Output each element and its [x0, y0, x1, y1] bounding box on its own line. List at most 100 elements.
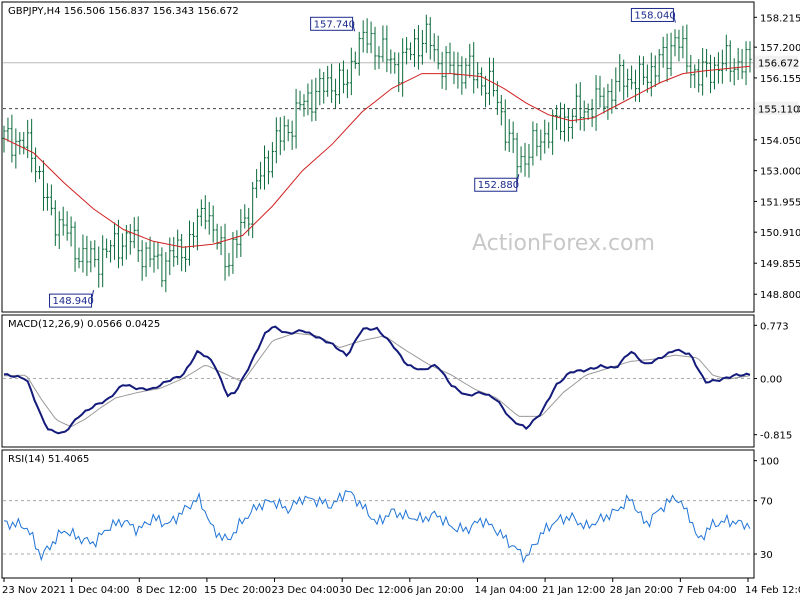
ohlc-bar: [558, 102, 563, 140]
macd-main-line: [3, 325, 751, 435]
ohlc-bar: [45, 183, 50, 211]
ohlc-bar: [716, 52, 721, 84]
macd-panel: [1, 314, 755, 448]
ohlc-bar: [108, 240, 113, 263]
ohlc-bar: [349, 47, 353, 96]
ohlc-bar: [645, 64, 649, 93]
ohlc-bar: [712, 56, 717, 90]
macd-y-tick-label: 0.00: [760, 375, 782, 386]
price-y-tick-label: 156.155: [760, 74, 800, 85]
ohlc-bar: [105, 238, 109, 258]
ohlc-bar: [353, 51, 357, 69]
ohlc-bar: [606, 83, 610, 120]
x-tick-label: 28 Jan 20:00: [610, 585, 673, 596]
ohlc-bar: [298, 90, 302, 111]
price-panel-title: GBPJPY,H4 156.506 156.837 156.343 156.67…: [8, 6, 239, 17]
ohlc-bar: [247, 207, 251, 236]
ohlc-bar: [30, 118, 34, 173]
close-price-tag: 156.672: [758, 59, 799, 70]
ohlc-bar: [464, 58, 468, 89]
ohlc-bar: [472, 42, 476, 94]
ohlc-bar: [669, 32, 673, 77]
ohlc-bar: [215, 223, 219, 250]
price-y-tick-label: 158.215: [760, 13, 800, 24]
ohlc-bar: [586, 103, 590, 120]
ohlc-bar: [227, 253, 231, 277]
ohlc-bar: [290, 120, 294, 150]
ohlc-bar: [412, 28, 417, 67]
ohlc-bar: [740, 48, 744, 80]
ohlc-bar: [306, 83, 310, 116]
ohlc-bar: [582, 100, 586, 132]
ohlc-bar: [495, 81, 499, 115]
extreme-annotation-pointer: [352, 23, 356, 32]
rsi-y-tick-label: 70: [760, 497, 773, 508]
ohlc-bar: [562, 103, 567, 142]
x-tick-label: 7 Feb 04:00: [677, 585, 736, 596]
x-tick-label: 8 Dec 12:00: [136, 585, 197, 596]
ohlc-bar: [207, 201, 211, 235]
price-panel: [1, 1, 755, 313]
ohlc-bar: [77, 247, 81, 269]
ohlc-bar: [598, 75, 602, 108]
ohlc-bar: [337, 63, 342, 104]
ohlc-bar: [460, 56, 464, 95]
ohlc-bar: [697, 59, 701, 93]
ohlc-bar: [148, 236, 152, 268]
ohlc-bar: [239, 209, 243, 257]
ohlc-bar: [274, 117, 278, 164]
ohlc-bar: [377, 46, 381, 69]
ohlc-bar: [614, 67, 618, 109]
ohlc-bar: [128, 224, 132, 255]
ohlc-bar: [255, 169, 259, 198]
ohlc-bar: [554, 105, 559, 130]
ohlc-bar: [653, 55, 657, 88]
ohlc-bar: [251, 181, 255, 239]
ohlc-bar: [381, 25, 385, 63]
ohlc-bar: [393, 52, 397, 74]
ohlc-bar: [385, 25, 389, 73]
ohlc-bar: [491, 57, 496, 97]
ohlc-bar: [511, 121, 515, 154]
ohlc-bar: [26, 119, 30, 159]
ohlc-bar: [693, 64, 697, 89]
ohlc-bar: [302, 94, 306, 117]
ohlc-bar: [345, 69, 349, 99]
ohlc-bar: [724, 34, 728, 72]
ohlc-bar: [590, 99, 594, 127]
ohlc-bar: [116, 219, 121, 269]
ohlc-bar: [6, 117, 10, 142]
macd-panel-title: MACD(12,26,9) 0.0566 0.0425: [8, 319, 160, 330]
ohlc-bar: [168, 237, 172, 276]
ohlc-bar: [33, 147, 38, 183]
ohlc-bar: [389, 49, 393, 74]
extreme-annotation-box: [49, 293, 93, 308]
ohlc-bar: [408, 42, 413, 61]
ohlc-bar: [578, 82, 582, 131]
x-tick-label: 6 Jan 20:00: [407, 585, 464, 596]
ohlc-bar: [732, 58, 736, 86]
ohlc-bar: [199, 199, 203, 227]
extreme-annotation-label: 157.740: [314, 19, 355, 30]
x-tick-label: 14 Feb 12:00: [745, 585, 800, 596]
ohlc-bar: [231, 231, 235, 274]
ohlc-bar: [294, 88, 298, 149]
ohlc-bar: [405, 37, 409, 65]
ohlc-bar: [132, 217, 136, 249]
ohlc-bar: [235, 230, 239, 259]
ohlc-bar: [641, 56, 646, 86]
extreme-annotation-pointer: [672, 14, 676, 23]
ohlc-bar: [195, 208, 200, 251]
ohlc-bar: [187, 220, 192, 266]
price-y-tick-label: 154.050: [760, 136, 800, 147]
ohlc-bar: [677, 29, 681, 62]
price-y-tick-label: 153.000: [760, 167, 800, 178]
ohlc-bar: [527, 143, 531, 178]
ohlc-bar: [89, 240, 93, 273]
ohlc-bar: [112, 222, 117, 260]
ohlc-bar: [258, 161, 263, 190]
ohlc-bar: [539, 129, 543, 161]
ohlc-bar: [14, 128, 18, 169]
ohlc-bar: [330, 63, 334, 103]
ohlc-bar: [424, 14, 428, 53]
